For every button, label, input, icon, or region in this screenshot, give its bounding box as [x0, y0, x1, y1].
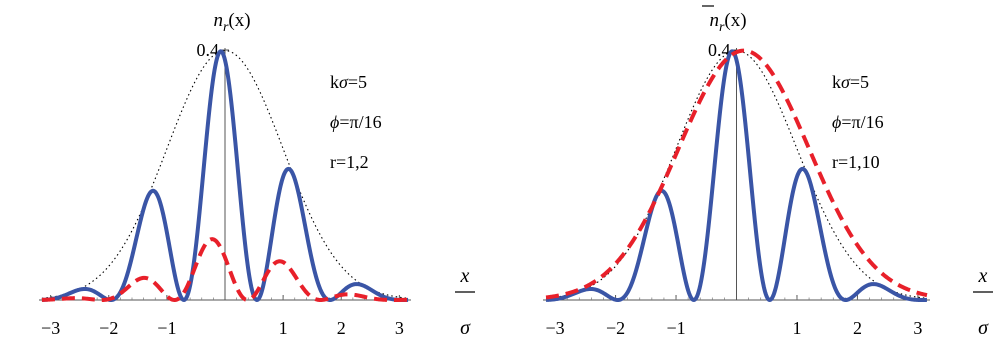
x-tick-label: 2 — [853, 318, 862, 338]
x-tick-label: 3 — [395, 318, 404, 338]
chart-panel-2: −3 −2 −1 1 2 3 0.4 nr(x) kσ=5 ϕ=π/16 r=1,10 x σ — [543, 5, 993, 339]
x-tick-label: 2 — [337, 318, 346, 338]
chart-panel-1: −3 −2 −1 1 2 3 0.4 nr(x) kσ=5 ϕ=π/16 r=1,2 x σ — [39, 10, 475, 339]
annotation-3: r=1,10 — [832, 152, 880, 172]
x-tick-label: −2 — [99, 318, 118, 338]
chart-title: nr(x) — [709, 10, 746, 35]
y-tick-label: 0.4 — [708, 40, 731, 60]
x-tick-label: −1 — [666, 318, 685, 338]
x-axis-label-denominator: σ — [460, 317, 471, 339]
series-line-1-dotted — [41, 50, 409, 299]
x-tick-label: 1 — [279, 318, 288, 338]
y-tick-label: 0.4 — [197, 40, 220, 60]
x-tick-label: −3 — [546, 318, 565, 338]
x-tick-label: −1 — [157, 318, 176, 338]
series-line-3-dashed — [41, 237, 409, 303]
annotation-2: ϕ=π/16 — [330, 112, 382, 132]
x-axis-label-numerator: x — [978, 265, 988, 287]
x-tick-label: 1 — [792, 318, 801, 338]
x-axis-label-denominator: σ — [978, 317, 989, 339]
series-line-2-solid — [545, 49, 928, 303]
annotation-1: kσ=5 — [330, 72, 367, 92]
series-line-3-dashed — [545, 48, 928, 300]
x-tick-label: −2 — [606, 318, 625, 338]
annotation-3: r=1,2 — [330, 152, 369, 172]
chart-title: nr(x) — [213, 10, 250, 35]
x-tick-label: −3 — [41, 318, 60, 338]
annotation-2: ϕ=π/16 — [832, 112, 884, 132]
x-axis-label-numerator: x — [460, 265, 470, 287]
series-line-2-solid — [41, 49, 409, 303]
annotation-1: kσ=5 — [832, 72, 869, 92]
x-tick-label: 3 — [913, 318, 922, 338]
